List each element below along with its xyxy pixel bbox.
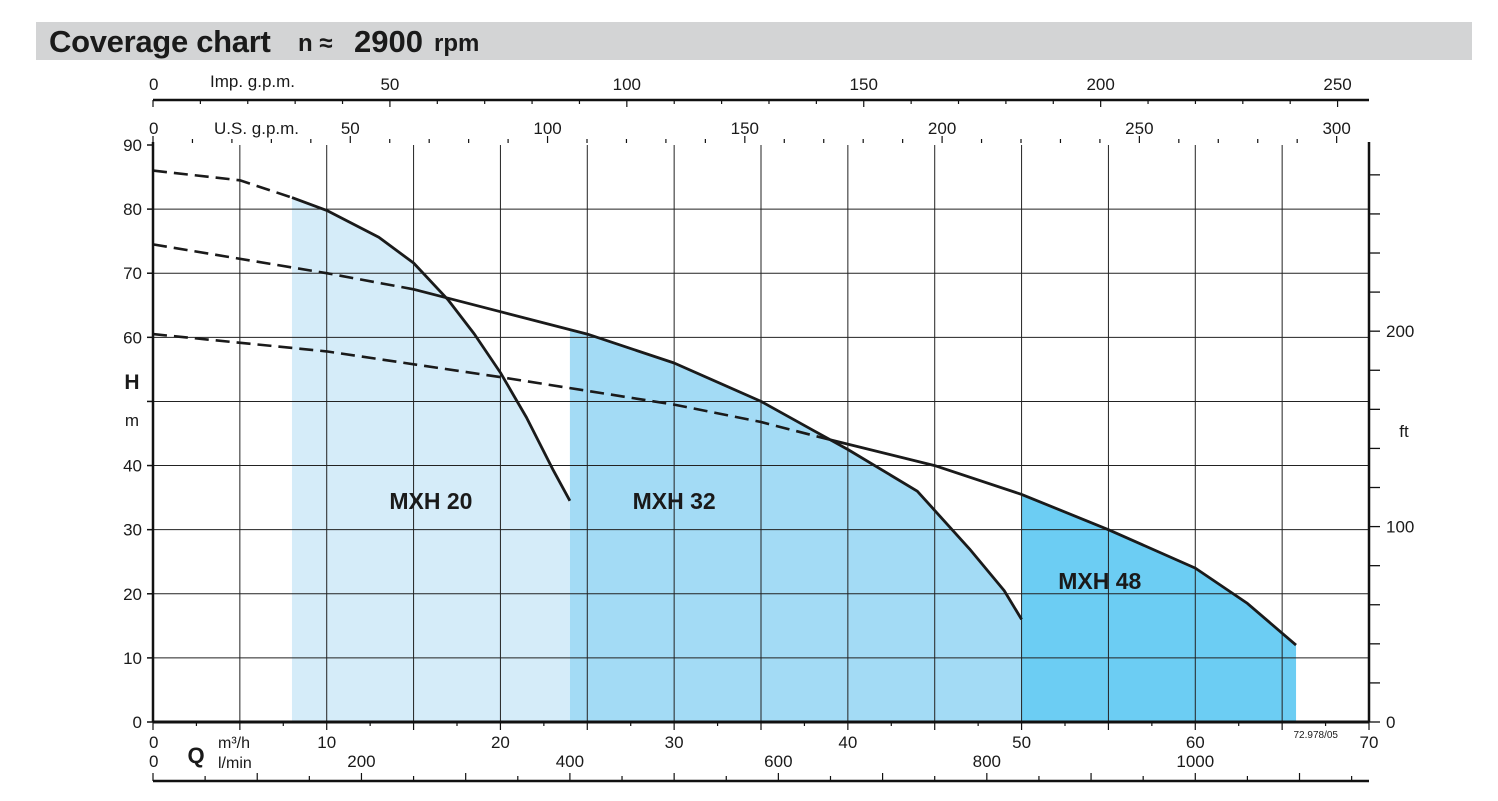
usgpm-axis-label: U.S. g.p.m. xyxy=(214,119,299,138)
usgpm-tick-label: 200 xyxy=(928,119,956,138)
lmin-tick-label: 400 xyxy=(556,752,584,771)
usgpm-tick-label: 0 xyxy=(149,119,158,138)
usgpm-tick-label: 100 xyxy=(533,119,561,138)
coverage-area-mxh-20 xyxy=(291,197,570,722)
x-tick-label: 50 xyxy=(1012,733,1031,752)
curve-dashed-mxh-20 xyxy=(152,169,293,199)
coverage-area-mxh-32 xyxy=(569,329,1022,722)
x-tick-label: 70 xyxy=(1360,733,1379,752)
impgpm-tick-label: 150 xyxy=(850,75,878,94)
impgpm-tick-label: 50 xyxy=(380,75,399,94)
impgpm-tick-label: 100 xyxy=(613,75,641,94)
y-tick-label: 60 xyxy=(123,328,142,347)
usgpm-tick-label: 150 xyxy=(731,119,759,138)
usgpm-tick-label: 50 xyxy=(341,119,360,138)
y-tick-label: 30 xyxy=(123,521,142,540)
impgpm-axis-label: Imp. g.p.m. xyxy=(210,72,295,91)
drawing-reference: 72.978/05 xyxy=(1294,730,1339,741)
y-tick-label: 0 xyxy=(133,713,142,732)
y-right-unit: ft xyxy=(1399,422,1409,441)
usgpm-tick-label: 250 xyxy=(1125,119,1153,138)
lmin-tick-label: 800 xyxy=(973,752,1001,771)
series-label-mxh-48: MXH 48 xyxy=(1058,568,1141,594)
lmin-tick-label: 0 xyxy=(149,752,158,771)
y-axis-label: H xyxy=(124,371,139,394)
y-axis-unit: m xyxy=(125,411,139,430)
labels: 0 10 20 30 40 60 70 80 90 Hm 0 100 200 ft 0 10 20 30 40 50 6… xyxy=(123,72,1414,772)
impgpm-tick-label: 250 xyxy=(1323,75,1351,94)
grid xyxy=(153,145,1369,722)
y-tick-label: 10 xyxy=(123,649,142,668)
coverage-area-mxh-48 xyxy=(1021,494,1297,722)
x-tick-label: 10 xyxy=(317,733,336,752)
x-tick-label: 30 xyxy=(665,733,684,752)
lmin-tick-label: 600 xyxy=(764,752,792,771)
series-label-mxh-32: MXH 32 xyxy=(633,488,716,514)
impgpm-tick-label: 200 xyxy=(1086,75,1114,94)
x-tick-label: 20 xyxy=(491,733,510,752)
x-axis-label: Q xyxy=(187,743,204,768)
speed-symbol: n ≈ xyxy=(298,30,333,57)
ft-tick-label: 200 xyxy=(1386,322,1414,341)
curve-dashed-mxh-32 xyxy=(152,243,414,291)
x-tick-label: 40 xyxy=(838,733,857,752)
x-unit-lmin: l/min xyxy=(218,755,252,772)
ft-tick-label: 0 xyxy=(1386,713,1395,732)
impgpm-tick-label: 0 xyxy=(149,75,158,94)
y-tick-label: 80 xyxy=(123,200,142,219)
y-tick-label: 20 xyxy=(123,585,142,604)
axes xyxy=(147,98,1380,783)
series-label-mxh-20: MXH 20 xyxy=(389,488,472,514)
lmin-tick-label: 1000 xyxy=(1176,752,1214,771)
x-tick-label: 0 xyxy=(149,733,158,752)
curves xyxy=(152,169,1297,647)
title-bar: Coverage chart n ≈ 2900 rpm xyxy=(36,22,1472,60)
y-tick-label: 90 xyxy=(123,136,142,155)
speed-value: 2900 xyxy=(354,24,423,59)
coverage-fills xyxy=(291,197,1297,722)
x-tick-label: 60 xyxy=(1186,733,1205,752)
curve-mxh-20 xyxy=(291,196,572,502)
lmin-tick-label: 200 xyxy=(347,752,375,771)
x-unit-m3h: m³/h xyxy=(218,735,250,752)
ft-tick-label: 100 xyxy=(1386,518,1414,537)
usgpm-tick-label: 300 xyxy=(1322,119,1350,138)
y-tick-label: 40 xyxy=(123,457,142,476)
y-tick-label: 70 xyxy=(123,264,142,283)
chart-title: Coverage chart xyxy=(49,24,271,59)
curve-mxh-48 xyxy=(830,438,1297,647)
speed-unit: rpm xyxy=(434,30,480,57)
